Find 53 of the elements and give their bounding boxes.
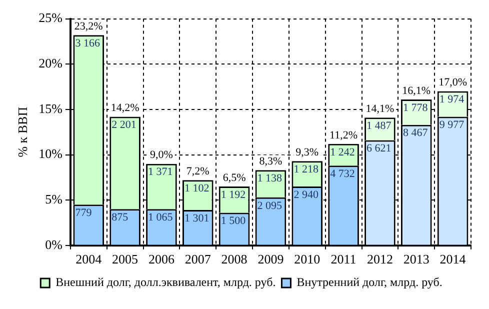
x-tick-label: 2009 bbox=[258, 252, 284, 267]
annotation: 4 732 bbox=[330, 168, 355, 180]
x-tick-label: 2014 bbox=[440, 252, 466, 267]
x-tick-label: 2010 bbox=[294, 252, 320, 267]
annotation: 1 102 bbox=[184, 182, 210, 195]
annotation: 1 778 bbox=[402, 102, 428, 114]
y-tick-label: 5% bbox=[45, 192, 63, 206]
total-label: 23,2% bbox=[74, 20, 103, 33]
annotation: 1 218 bbox=[294, 163, 319, 176]
total-label: 6,5% bbox=[222, 172, 246, 184]
annotation: 779 bbox=[75, 207, 92, 220]
y-tick-label: 20% bbox=[38, 56, 63, 71]
annotation: 1 065 bbox=[148, 212, 174, 224]
annotation: 1 487 bbox=[366, 120, 392, 132]
legend-label: Внутренний долг, млрд. руб. bbox=[296, 275, 442, 290]
total-label: 7,2% bbox=[186, 166, 210, 178]
annotation: 1 974 bbox=[439, 94, 465, 106]
total-label: 14,1% bbox=[366, 102, 394, 115]
annotation: 1 301 bbox=[184, 212, 210, 224]
x-tick-label: 2011 bbox=[330, 252, 356, 267]
annotation: 3 166 bbox=[75, 38, 100, 50]
annotation: 6 621 bbox=[366, 142, 392, 155]
annotation: 1 192 bbox=[220, 188, 246, 201]
x-tick-label: 2005 bbox=[112, 252, 138, 267]
x-tick-label: 2006 bbox=[148, 252, 175, 267]
y-tick-label: 25% bbox=[38, 10, 63, 26]
x-tick-label: 2008 bbox=[221, 252, 248, 267]
annotation: 1 138 bbox=[257, 172, 283, 185]
annotation: 1 242 bbox=[330, 146, 355, 158]
total-label: 16,1% bbox=[402, 84, 431, 97]
y-axis-title: % к ВВП bbox=[15, 106, 30, 158]
total-label: 14,2% bbox=[110, 102, 140, 114]
annotation: 8 467 bbox=[402, 127, 428, 140]
total-label: 11,2% bbox=[330, 129, 358, 142]
annotation: 2 095 bbox=[257, 200, 283, 212]
y-tick-label: 10% bbox=[38, 146, 63, 162]
annotation: 875 bbox=[112, 212, 129, 224]
x-tick-label: 2012 bbox=[366, 252, 393, 267]
legend-label: Внешний долг, долл.эквивалент, млрд. руб. bbox=[56, 275, 276, 290]
annotation: 2 201 bbox=[112, 119, 136, 132]
x-tick-label: 2007 bbox=[184, 252, 212, 267]
total-label: 9,0% bbox=[150, 149, 173, 162]
total-label: 8,3% bbox=[259, 156, 282, 168]
annotation: 9 977 bbox=[439, 119, 465, 132]
total-label: 17,0% bbox=[438, 76, 468, 89]
x-tick-label: 2004 bbox=[76, 252, 102, 267]
annotation: 1 371 bbox=[148, 166, 173, 178]
annotation: 1 500 bbox=[220, 215, 246, 228]
y-tick-label: 15% bbox=[38, 100, 63, 116]
annotation: 2 940 bbox=[294, 188, 319, 201]
y-tick-label: 0% bbox=[45, 236, 63, 252]
total-label: 9,3% bbox=[296, 146, 319, 158]
x-tick-label: 2013 bbox=[403, 252, 430, 267]
